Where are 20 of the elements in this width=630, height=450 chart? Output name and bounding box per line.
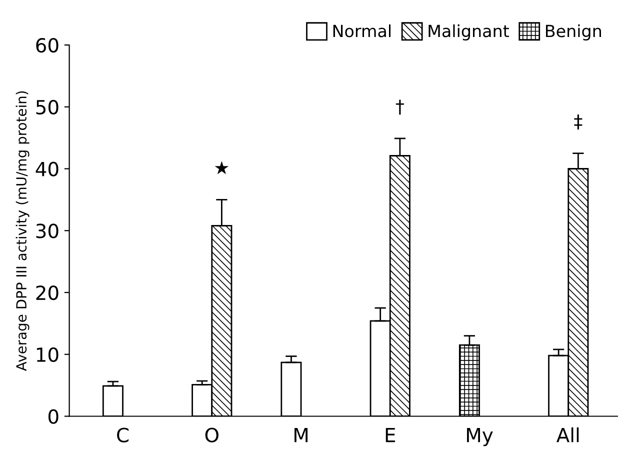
y-tick-label: 50 <box>36 100 58 115</box>
x-tick-label: M <box>294 428 308 442</box>
y-tick-label: 10 <box>36 347 58 362</box>
y-tick-label: 30 <box>36 224 58 238</box>
x-tick-label: O <box>205 428 218 442</box>
legend-label: Normal <box>333 24 391 38</box>
annotation: ★ <box>214 161 229 174</box>
y-tick-label: 0 <box>48 409 58 424</box>
legend-label: Malignant <box>428 24 509 41</box>
y-tick-label: 60 <box>36 38 58 53</box>
y-tick-label: 20 <box>36 285 58 300</box>
legend-label: Benign <box>546 24 601 41</box>
y-tick-label: 40 <box>36 162 58 176</box>
x-tick-label: E <box>386 428 396 442</box>
x-tick-label: My <box>467 428 493 446</box>
x-tick-label: C <box>117 428 129 442</box>
annotation: † <box>396 100 404 115</box>
x-tick-label: All <box>556 427 579 442</box>
annotation: ‡ <box>574 114 582 130</box>
y-axis-title: Average DPP III activity (mU/mg protein) <box>16 91 30 371</box>
